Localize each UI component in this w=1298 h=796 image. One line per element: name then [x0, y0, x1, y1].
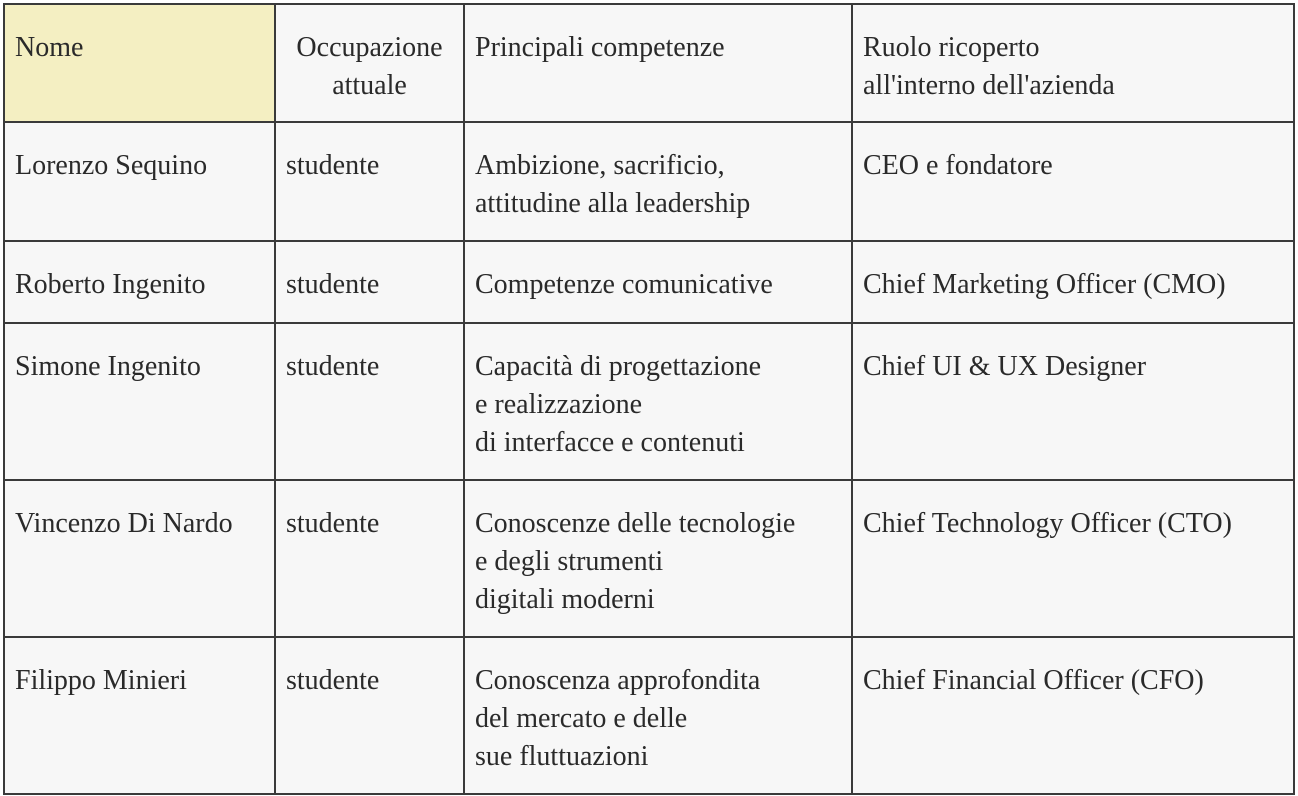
cell-skills: Conoscenze delle tecnologie e degli stru… [463, 479, 853, 638]
cell-skills: Conoscenza approfondita del mercato e de… [463, 636, 853, 795]
table-row: Simone Ingenito studente Capacità di pro… [3, 322, 1295, 481]
cell-role: Chief Marketing Officer (CMO) [851, 240, 1295, 324]
header-cell-ruolo: Ruolo ricoperto all'interno dell'azienda [851, 3, 1295, 123]
cell-occupation: studente [274, 636, 465, 795]
cell-skills: Competenze comunicative [463, 240, 853, 324]
cell-role: Chief Financial Officer (CFO) [851, 636, 1295, 795]
table-row: Filippo Minieri studente Conoscenza appr… [3, 636, 1295, 795]
cell-role: CEO e fondatore [851, 121, 1295, 242]
cell-occupation: studente [274, 322, 465, 481]
table-row: Lorenzo Sequino studente Ambizione, sacr… [3, 121, 1295, 242]
header-cell-nome: Nome [3, 3, 276, 123]
cell-role: Chief UI & UX Designer [851, 322, 1295, 481]
header-cell-competenze: Principali competenze [463, 3, 853, 123]
cell-name: Vincenzo Di Nardo [3, 479, 276, 638]
cell-occupation: studente [274, 479, 465, 638]
header-cell-occupazione: Occupazione attuale [274, 3, 465, 123]
cell-name: Roberto Ingenito [3, 240, 276, 324]
cell-skills: Ambizione, sacrificio, attitudine alla l… [463, 121, 853, 242]
header-row: Nome Occupazione attuale Principali comp… [3, 3, 1295, 123]
table-row: Vincenzo Di Nardo studente Conoscenze de… [3, 479, 1295, 638]
cell-name: Lorenzo Sequino [3, 121, 276, 242]
team-table: Nome Occupazione attuale Principali comp… [3, 3, 1295, 795]
table-row: Roberto Ingenito studente Competenze com… [3, 240, 1295, 324]
cell-name: Simone Ingenito [3, 322, 276, 481]
cell-occupation: studente [274, 240, 465, 324]
cell-occupation: studente [274, 121, 465, 242]
cell-role: Chief Technology Officer (CTO) [851, 479, 1295, 638]
cell-skills: Capacità di progettazione e realizzazion… [463, 322, 853, 481]
cell-name: Filippo Minieri [3, 636, 276, 795]
